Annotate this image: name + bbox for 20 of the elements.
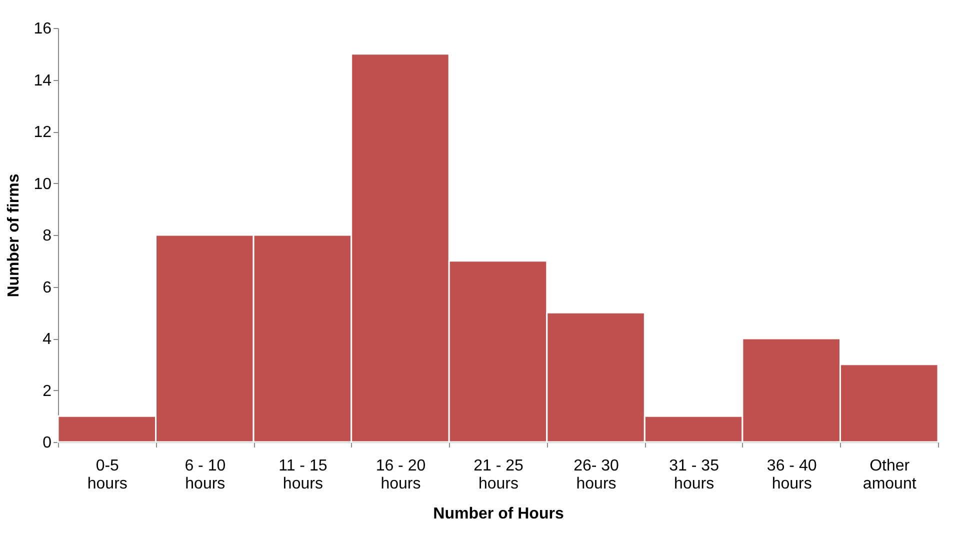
y-tick-label: 0: [42, 434, 52, 452]
y-tick-label: 6: [42, 279, 52, 296]
y-tick-label: 10: [34, 176, 52, 193]
x-tick-label: 0-5 hours: [87, 458, 128, 492]
y-tick-label: 4: [42, 331, 52, 348]
x-tick-label: 11 - 15 hours: [278, 458, 328, 492]
y-tick-label: 16: [34, 20, 52, 38]
y-axis-title: Number of firms: [6, 174, 23, 298]
x-tick-label: 31 - 35 hours: [669, 458, 720, 492]
x-tick-label: 21 - 25 hours: [474, 458, 524, 492]
x-tick-label: Other amount: [862, 458, 917, 492]
x-tick-label: 6 - 10 hours: [184, 458, 226, 492]
y-tick-label: 8: [42, 228, 52, 244]
x-tick-label: 16 - 20 hours: [376, 458, 426, 492]
y-tick-label: 14: [34, 72, 52, 90]
y-tick-label: 12: [34, 124, 52, 141]
y-tick-label: 2: [42, 382, 52, 400]
x-tick-label: 26- 30 hours: [574, 458, 620, 492]
x-tick-label: 36 - 40 hours: [766, 458, 817, 492]
x-axis-title: Number of Hours: [433, 506, 564, 522]
